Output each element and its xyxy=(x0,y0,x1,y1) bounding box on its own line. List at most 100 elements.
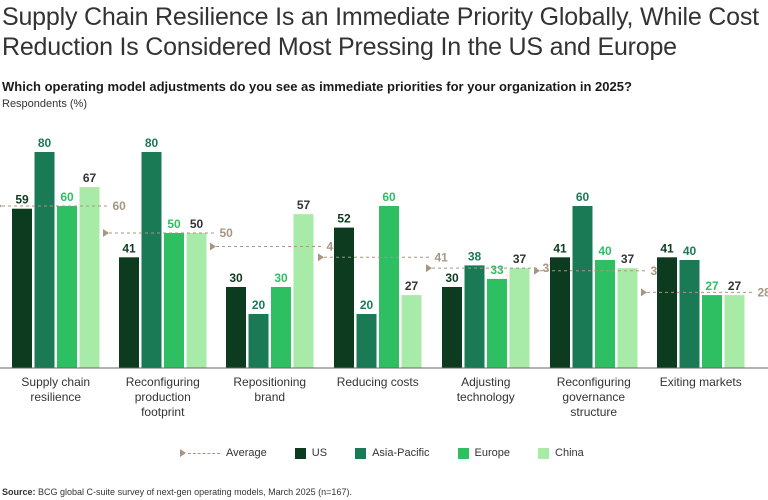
bar-us-reconfiguring-production-footprint xyxy=(119,257,139,368)
data-label-us-reconfiguring-production-footprint: 41 xyxy=(122,241,136,255)
x-tick-label-reconfiguring-governance-structure-2: governance xyxy=(562,390,625,404)
bar-us-adjusting-technology xyxy=(442,287,462,368)
chart-title-line-2: Reduction Is Considered Most Pressing In… xyxy=(2,33,677,61)
legend-swatch-china xyxy=(538,447,550,459)
bar-europe-adjusting-technology xyxy=(487,278,507,368)
data-label-china-reducing-costs: 27 xyxy=(405,279,419,293)
bar-europe-exiting-markets xyxy=(702,295,722,368)
data-label-china-repositioning-brand: 57 xyxy=(297,198,311,212)
legend-label-asia-pacific: Asia-Pacific xyxy=(372,447,430,459)
data-label-china-supply-chain-resilience: 67 xyxy=(83,171,97,185)
bar-europe-repositioning-brand xyxy=(271,287,291,368)
legend-swatch-asia-pacific xyxy=(355,447,367,459)
data-label-asia-pacific-reducing-costs: 20 xyxy=(360,298,374,312)
data-label-asia-pacific-reconfiguring-production-footprint: 80 xyxy=(145,136,159,150)
bar-asia-pacific-exiting-markets xyxy=(679,260,700,368)
bar-china-repositioning-brand xyxy=(293,214,314,368)
x-tick-label-adjusting-technology-2: technology xyxy=(457,390,515,404)
legend-label-us: US xyxy=(311,447,328,459)
legend-item-asia-pacific: Asia-Pacific xyxy=(355,447,430,459)
average-line-icon xyxy=(180,448,220,458)
legend-label-china: China xyxy=(555,447,584,459)
legend-item-china: China xyxy=(538,447,584,459)
average-marker-reconfiguring-production-footprint xyxy=(103,229,109,237)
average-marker-reducing-costs xyxy=(318,253,324,262)
x-tick-label-adjusting-technology-1: Adjusting xyxy=(461,375,510,389)
x-tick-label-repositioning-brand-1: Repositioning xyxy=(233,375,306,389)
bar-china-reducing-costs xyxy=(401,295,422,368)
data-label-asia-pacific-reconfiguring-governance-structure: 60 xyxy=(576,190,590,204)
data-label-us-supply-chain-resilience: 59 xyxy=(15,193,29,207)
chart-title-line-1: Supply Chain Resilience Is an Immediate … xyxy=(2,3,759,31)
data-label-china-adjusting-technology: 37 xyxy=(513,252,527,266)
source-label: Source: xyxy=(2,487,36,497)
x-tick-label-supply-chain-resilience-1: Supply chain xyxy=(21,375,90,389)
average-label-supply-chain-resilience: 60 xyxy=(113,199,127,213)
data-label-asia-pacific-supply-chain-resilience: 80 xyxy=(38,136,52,150)
source-text: BCG global C-suite survey of next-gen op… xyxy=(38,487,352,497)
data-label-europe-reconfiguring-governance-structure: 40 xyxy=(598,244,612,258)
bar-europe-supply-chain-resilience xyxy=(57,206,77,368)
bar-asia-pacific-adjusting-technology xyxy=(464,265,485,368)
bar-europe-reducing-costs xyxy=(379,206,399,368)
bar-china-adjusting-technology xyxy=(509,268,530,368)
legend-item-europe: Europe xyxy=(457,447,511,459)
chart-title: Supply Chain Resilience Is an Immediate … xyxy=(2,2,762,62)
average-marker-exiting-markets xyxy=(641,288,647,297)
average-marker-supply-chain-resilience xyxy=(0,204,2,208)
legend-swatch-europe xyxy=(457,447,469,459)
bar-china-supply-chain-resilience xyxy=(79,187,100,368)
bar-asia-pacific-reconfiguring-production-footprint xyxy=(141,152,162,368)
average-marker-repositioning-brand xyxy=(210,242,216,251)
average-label-reducing-costs: 41 xyxy=(435,250,449,264)
data-label-europe-reducing-costs: 60 xyxy=(382,190,396,204)
x-tick-label-supply-chain-resilience-2: resilience xyxy=(30,390,81,404)
data-label-us-reducing-costs: 52 xyxy=(337,212,351,226)
x-tick-label-reconfiguring-production-footprint-1: Reconfiguring xyxy=(126,375,200,389)
data-label-europe-reconfiguring-production-footprint: 50 xyxy=(167,217,181,231)
data-label-asia-pacific-repositioning-brand: 20 xyxy=(252,298,266,312)
average-label-exiting-markets: 28 xyxy=(758,285,768,299)
legend-label-average: Average xyxy=(226,447,267,459)
data-label-asia-pacific-exiting-markets: 40 xyxy=(683,244,697,258)
data-label-us-repositioning-brand: 30 xyxy=(229,271,243,285)
bar-china-reconfiguring-production-footprint xyxy=(186,233,207,368)
data-label-asia-pacific-adjusting-technology: 38 xyxy=(468,249,482,263)
bar-asia-pacific-reconfiguring-governance-structure xyxy=(572,206,593,368)
x-tick-label-exiting-markets-1: Exiting markets xyxy=(660,375,742,389)
bar-china-reconfiguring-governance-structure xyxy=(617,268,638,368)
x-tick-label-reconfiguring-production-footprint-2: production xyxy=(135,390,191,404)
x-tick-label-reconfiguring-production-footprint-3: footprint xyxy=(141,405,185,419)
data-label-china-reconfiguring-governance-structure: 37 xyxy=(621,252,635,266)
data-label-us-exiting-markets: 41 xyxy=(660,241,674,255)
y-axis-label: Respondents (%) xyxy=(2,98,87,110)
bar-us-reconfiguring-governance-structure xyxy=(550,257,570,368)
bar-us-supply-chain-resilience xyxy=(12,208,32,368)
data-label-us-adjusting-technology: 30 xyxy=(445,271,459,285)
data-label-europe-repositioning-brand: 30 xyxy=(274,271,288,285)
legend-item-average: Average xyxy=(180,447,267,459)
bar-asia-pacific-repositioning-brand xyxy=(248,314,269,368)
x-tick-label-reconfiguring-governance-structure-3: structure xyxy=(570,405,617,419)
bar-us-exiting-markets xyxy=(657,257,677,368)
average-marker-adjusting-technology xyxy=(426,264,432,273)
bar-europe-reconfiguring-production-footprint xyxy=(164,233,184,368)
bar-europe-reconfiguring-governance-structure xyxy=(595,260,615,368)
data-label-us-reconfiguring-governance-structure: 41 xyxy=(553,241,567,255)
x-tick-label-reconfiguring-governance-structure-1: Reconfiguring xyxy=(557,375,631,389)
bar-asia-pacific-reducing-costs xyxy=(356,314,377,368)
data-label-europe-adjusting-technology: 33 xyxy=(490,263,504,277)
chart-subtitle: Which operating model adjustments do you… xyxy=(2,79,632,94)
x-tick-label-reducing-costs-1: Reducing costs xyxy=(337,375,419,389)
average-marker-reconfiguring-governance-structure xyxy=(534,266,540,275)
bar-asia-pacific-supply-chain-resilience xyxy=(34,152,55,368)
source-note: Source: BCG global C-suite survey of nex… xyxy=(2,487,352,497)
legend-label-europe: Europe xyxy=(474,447,511,459)
data-label-china-exiting-markets: 27 xyxy=(728,279,742,293)
bar-us-repositioning-brand xyxy=(226,287,246,368)
data-label-china-reconfiguring-production-footprint: 50 xyxy=(190,217,204,231)
legend-item-us: US xyxy=(294,447,328,459)
legend-swatch-us xyxy=(294,447,306,459)
bar-us-reducing-costs xyxy=(334,227,354,368)
data-label-europe-supply-chain-resilience: 60 xyxy=(60,190,74,204)
